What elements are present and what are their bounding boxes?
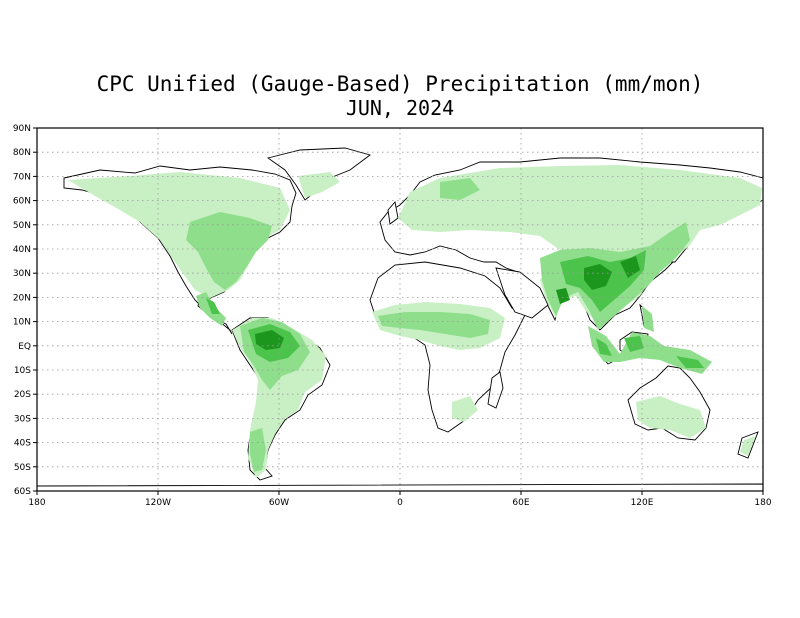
lon-label: 60E (512, 498, 529, 508)
axis-ticks (33, 127, 764, 495)
lon-label: 120E (631, 498, 654, 508)
lat-label: 90N (13, 124, 31, 134)
lon-label: 60W (269, 498, 289, 508)
madagascar-landmass (487, 371, 504, 409)
antarctica-edge (37, 483, 763, 491)
graticule (37, 128, 763, 491)
lon-label: 180 (28, 498, 45, 508)
lat-label: 50N (13, 221, 31, 231)
lat-label: 10N (13, 318, 31, 328)
lat-label: EQ (18, 342, 31, 352)
lat-label: 40N (13, 245, 31, 255)
lat-label: 80N (13, 148, 31, 158)
lon-label: 120W (145, 498, 171, 508)
lat-label: 60N (13, 197, 31, 207)
lat-label: 70N (13, 172, 31, 182)
map-subtitle: JUN, 2024 (345, 96, 455, 120)
lat-label: 50S (14, 463, 31, 473)
precipitation-shading (68, 165, 762, 478)
map-title: CPC Unified (Gauge-Based) Precipitation … (96, 72, 704, 96)
longitude-labels: 180 120W 60W 0 60E 120E 180 (28, 498, 771, 508)
lat-label: 20S (14, 390, 31, 400)
lat-label: 60S (14, 487, 31, 497)
lat-label: 20N (13, 293, 31, 303)
lon-label: 0 (397, 498, 403, 508)
lat-label: 40S (14, 439, 31, 449)
lat-label: 30N (13, 269, 31, 279)
lat-label: 30S (14, 414, 31, 424)
arabian-peninsula-landmass (495, 267, 549, 319)
lat-label: 10S (14, 366, 31, 376)
lon-label: 180 (754, 498, 771, 508)
latitude-labels: 90N 80N 70N 60N 50N 40N 30N 20N 10N EQ 10S 20S 30S 40… (13, 124, 31, 497)
